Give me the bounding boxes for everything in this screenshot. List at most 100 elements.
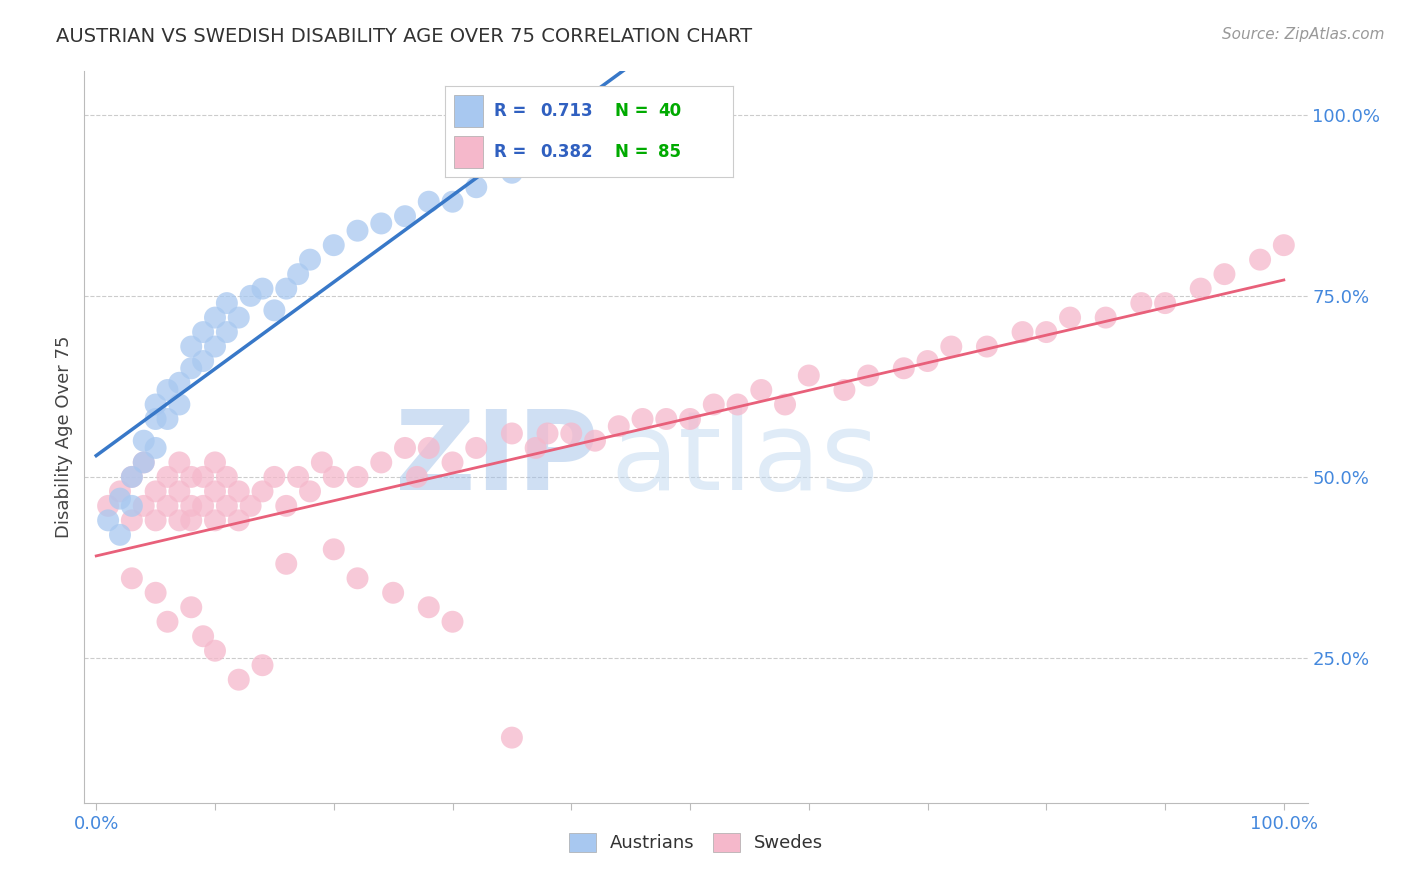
Point [191,354,214,368]
Point [169,513,191,527]
Point [536,426,558,441]
Text: Source: ZipAtlas.com: Source: ZipAtlas.com [1222,27,1385,42]
Point [465,180,488,194]
Point [394,209,416,223]
Point [215,499,238,513]
Point [311,455,333,469]
Point [252,658,274,673]
Point [204,455,226,469]
Point [228,513,250,527]
Point [583,434,606,448]
Point [132,499,155,513]
Point [1130,296,1153,310]
Point [204,340,226,354]
Point [263,303,285,318]
Point [145,586,167,600]
Point [180,513,202,527]
Point [346,470,368,484]
Point [156,383,179,397]
Point [322,470,344,484]
Point [121,571,143,585]
Point [607,419,630,434]
Text: atlas: atlas [610,406,879,513]
Point [180,340,202,354]
Point [703,397,725,411]
Point [322,238,344,252]
Point [263,470,285,484]
Point [1094,310,1116,325]
Point [252,282,274,296]
Point [370,216,392,230]
Point [156,615,179,629]
Point [560,426,582,441]
Point [276,499,298,513]
Point [169,484,191,499]
Point [169,455,191,469]
Point [524,441,547,455]
Point [1213,267,1236,281]
Point [298,252,321,267]
Point [501,731,523,745]
Point [215,325,238,339]
Y-axis label: Disability Age Over 75: Disability Age Over 75 [55,335,73,539]
Point [298,484,321,499]
Point [1059,310,1081,325]
Point [191,629,214,643]
Point [204,644,226,658]
Point [145,441,167,455]
Point [215,296,238,310]
Point [287,267,309,281]
Point [797,368,820,383]
Point [239,499,262,513]
Point [276,282,298,296]
Point [239,289,262,303]
Point [834,383,856,397]
Point [346,224,368,238]
Point [204,310,226,325]
Point [655,412,678,426]
Text: ZIP: ZIP [395,406,598,513]
Point [169,397,191,411]
Point [287,470,309,484]
Point [145,484,167,499]
Point [180,499,202,513]
Point [276,557,298,571]
Point [322,542,344,557]
Point [169,376,191,390]
Text: AUSTRIAN VS SWEDISH DISABILITY AGE OVER 75 CORRELATION CHART: AUSTRIAN VS SWEDISH DISABILITY AGE OVER … [56,27,752,45]
Point [394,441,416,455]
Point [156,499,179,513]
Point [441,194,464,209]
Point [191,325,214,339]
Point [132,434,155,448]
Point [180,361,202,376]
Point [132,455,155,469]
Point [976,340,998,354]
Point [156,470,179,484]
Point [121,513,143,527]
Point [856,368,879,383]
Point [132,455,155,469]
Point [228,310,250,325]
Point [465,441,488,455]
Point [418,194,440,209]
Point [180,470,202,484]
Point [941,340,963,354]
Point [156,412,179,426]
Point [1189,282,1212,296]
Legend: Austrians, Swedes: Austrians, Swedes [561,826,831,860]
Point [121,470,143,484]
Point [1249,252,1271,267]
Point [346,571,368,585]
Point [773,397,796,411]
Point [441,455,464,469]
Point [228,673,250,687]
Point [252,484,274,499]
Point [97,499,120,513]
Point [418,441,440,455]
Point [893,361,915,376]
Point [727,397,749,411]
Point [418,600,440,615]
Point [370,455,392,469]
Point [679,412,702,426]
